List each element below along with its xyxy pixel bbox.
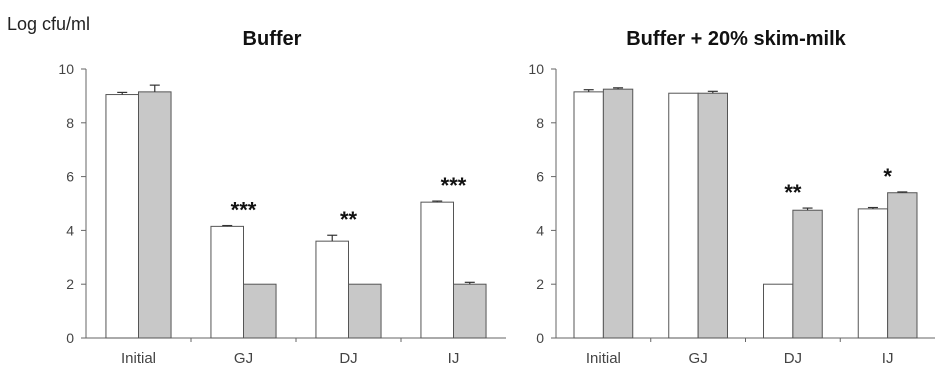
y-tick-label: 0 <box>536 330 544 346</box>
y-tick-label: 8 <box>536 115 544 131</box>
bar-white <box>857 208 889 339</box>
x-category-label: DJ <box>784 350 802 367</box>
y-tick-label: 10 <box>58 61 74 77</box>
bar-white <box>105 94 139 339</box>
x-category-label: DJ <box>339 350 357 367</box>
bar-grey <box>138 91 172 339</box>
y-tick-label: 6 <box>66 169 74 185</box>
x-category-label: GJ <box>234 350 253 367</box>
chart-title: Buffer <box>243 28 302 50</box>
y-tick-label: 4 <box>536 222 544 238</box>
x-category-label: IJ <box>448 350 460 367</box>
significance-marker: *** <box>231 198 257 223</box>
y-tick-label: 0 <box>66 330 74 346</box>
bar-white <box>763 283 794 339</box>
x-category-label: IJ <box>882 350 894 367</box>
bar-grey <box>602 88 634 339</box>
bar-grey <box>887 192 918 339</box>
bar-white <box>420 201 455 339</box>
bar-white <box>573 91 604 339</box>
chart-panel-buffer: Buffer 0 2 4 6 8 10 Initial GJ *** DJ ** IJ *** <box>58 28 506 367</box>
x-category-label: Initial <box>121 350 156 367</box>
bar-grey <box>243 283 277 339</box>
bar-grey <box>792 209 823 339</box>
chart-panel-buffer-skim-milk: Buffer + 20% skim-milk 0 2 4 6 8 10 Initial GJ DJ… <box>528 28 935 367</box>
y-tick-label: 6 <box>536 169 544 185</box>
y-tick-label: 10 <box>528 61 544 77</box>
bar-grey <box>697 92 728 339</box>
bar-white <box>315 240 350 339</box>
figure-y-axis-label: Log cfu/ml <box>7 14 90 34</box>
significance-marker: ** <box>784 180 802 205</box>
significance-marker: ** <box>340 207 358 232</box>
significance-marker: * <box>883 164 892 189</box>
y-tick-label: 2 <box>66 276 74 292</box>
x-category-label: Initial <box>586 350 621 367</box>
bar-white <box>210 225 244 339</box>
bar-grey <box>453 283 487 339</box>
bar-white <box>668 92 699 339</box>
bar-grey <box>348 283 382 339</box>
chart-title: Buffer + 20% skim-milk <box>626 28 846 50</box>
x-category-label: GJ <box>689 350 708 367</box>
y-tick-label: 8 <box>66 115 74 131</box>
y-tick-label: 2 <box>536 276 544 292</box>
y-tick-label: 4 <box>66 222 74 238</box>
significance-marker: *** <box>441 173 467 198</box>
